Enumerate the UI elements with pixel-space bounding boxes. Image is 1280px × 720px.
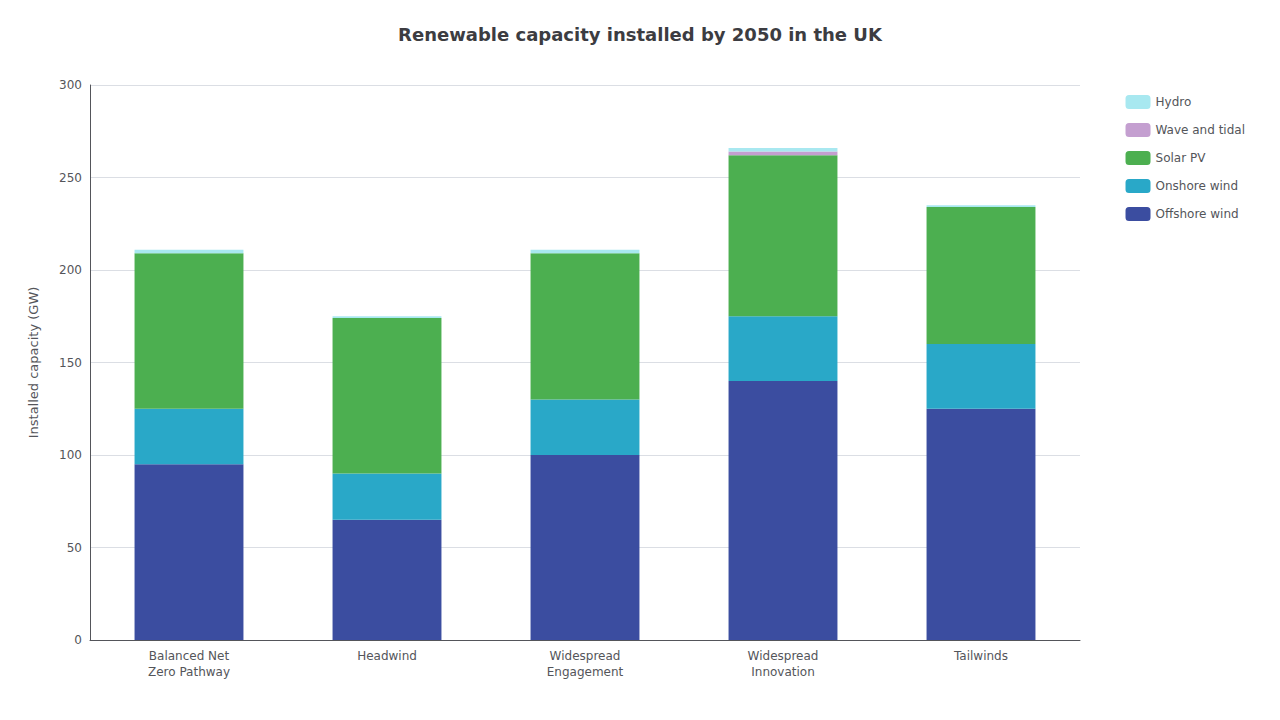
svg-text:Onshore wind: Onshore wind xyxy=(1156,179,1239,193)
svg-text:100: 100 xyxy=(59,448,82,462)
svg-text:Offshore wind: Offshore wind xyxy=(1156,207,1239,221)
svg-text:150: 150 xyxy=(59,356,82,370)
svg-text:Hydro: Hydro xyxy=(1156,95,1192,109)
svg-text:Headwind: Headwind xyxy=(357,649,417,663)
svg-text:200: 200 xyxy=(59,263,82,277)
svg-text:Renewable capacity installed b: Renewable capacity installed by 2050 in … xyxy=(398,24,883,45)
svg-text:50: 50 xyxy=(67,541,82,555)
svg-text:Widespread: Widespread xyxy=(550,649,621,663)
svg-text:Engagement: Engagement xyxy=(547,665,624,679)
svg-text:250: 250 xyxy=(59,171,82,185)
svg-text:Zero Pathway: Zero Pathway xyxy=(148,665,230,679)
svg-text:300: 300 xyxy=(59,78,82,92)
svg-text:Widespread: Widespread xyxy=(748,649,819,663)
svg-text:0: 0 xyxy=(74,633,82,647)
svg-text:Solar PV: Solar PV xyxy=(1156,151,1207,165)
svg-text:Installed capacity (GW): Installed capacity (GW) xyxy=(26,287,41,439)
svg-text:Wave and tidal: Wave and tidal xyxy=(1156,123,1245,137)
svg-text:Balanced Net: Balanced Net xyxy=(149,649,230,663)
svg-text:Tailwinds: Tailwinds xyxy=(953,649,1008,663)
svg-text:Innovation: Innovation xyxy=(751,665,815,679)
